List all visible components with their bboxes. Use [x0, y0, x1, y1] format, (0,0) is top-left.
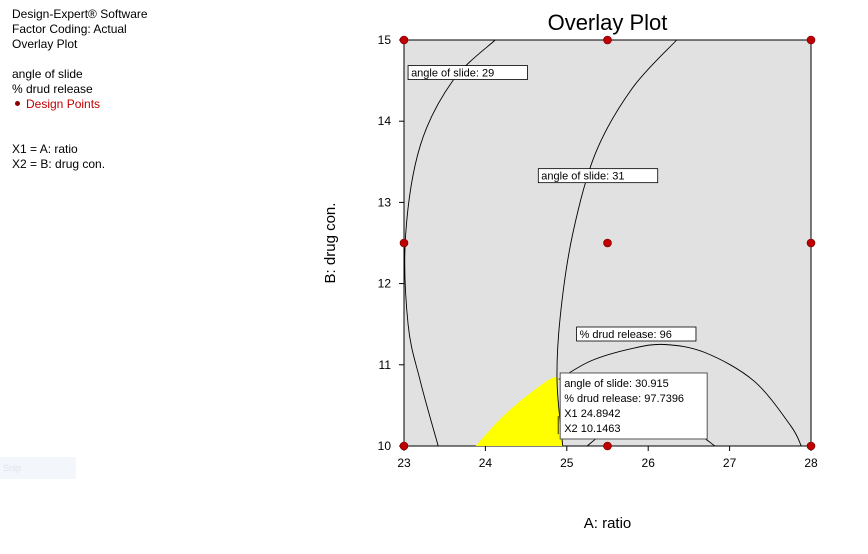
- design-point: [399, 441, 409, 451]
- flag-line: angle of slide: 30.915: [564, 378, 669, 390]
- feasible-region: [475, 376, 563, 446]
- design-points-legend: Design Points: [12, 97, 148, 112]
- snip-ghost: Snip: [0, 457, 76, 479]
- y-tick-label: 12: [378, 277, 392, 291]
- x-tick-label: 25: [560, 456, 574, 470]
- design-point: [806, 35, 816, 45]
- x-tick-label: 24: [479, 456, 493, 470]
- design-point: [806, 441, 816, 451]
- design-point-icon: [15, 101, 20, 107]
- plot-type: Overlay Plot: [12, 37, 78, 51]
- contour-drug-release-96: [558, 343, 802, 447]
- info-panel: Design-Expert® Software Factor Coding: A…: [12, 7, 148, 172]
- design-points-label: Design Points: [26, 97, 101, 111]
- y-axis-title: B: drug con.: [322, 203, 339, 284]
- flag-line: X2 10.1463: [564, 423, 620, 435]
- flag-line: % drud release: 97.7396: [564, 393, 684, 405]
- design-point: [603, 35, 612, 45]
- y-tick-label: 14: [378, 114, 392, 128]
- design-point: [603, 441, 612, 451]
- response-1: angle of slide: [12, 67, 83, 81]
- contour-label-drug-release-96: % drud release: 96: [580, 329, 672, 341]
- contour-label-angle-slide-29: angle of slide: 29: [411, 68, 494, 80]
- y-tick-label: 10: [378, 439, 392, 453]
- response-2: % drud release: [12, 82, 93, 96]
- factor-x2: X2 = B: drug con.: [12, 157, 106, 171]
- factor-coding: Factor Coding: Actual: [12, 22, 127, 36]
- design-point: [603, 238, 612, 248]
- x-axis-title: A: ratio: [584, 515, 632, 532]
- x-tick-label: 27: [723, 456, 737, 470]
- contour-label-box-angle-slide-29: [407, 65, 528, 80]
- contour-angle-slide-29: [404, 39, 496, 447]
- software-name: Design-Expert® Software: [12, 7, 148, 21]
- y-tick-label: 11: [379, 358, 392, 372]
- x-tick-label: 23: [397, 456, 411, 470]
- contour-angle-slide-31: [556, 39, 678, 447]
- flag-box: [559, 372, 708, 440]
- design-point: [806, 238, 816, 248]
- contour-label-box-angle-slide-31: [537, 168, 659, 184]
- design-point: [399, 35, 409, 45]
- contour-label-angle-slide-31: angle of slide: 31: [541, 171, 624, 183]
- factor-x1: X1 = A: ratio: [12, 142, 78, 156]
- x-tick-label: 26: [642, 456, 656, 470]
- x-tick-label: 28: [804, 456, 818, 470]
- flag-line: X1 24.8942: [564, 408, 620, 420]
- contour-label-box-drug-release-96: [576, 326, 697, 342]
- chart-title: Overlay Plot: [548, 10, 668, 35]
- y-tick-label: 13: [378, 195, 392, 209]
- y-tick-label: 15: [378, 33, 392, 47]
- design-point: [399, 238, 409, 248]
